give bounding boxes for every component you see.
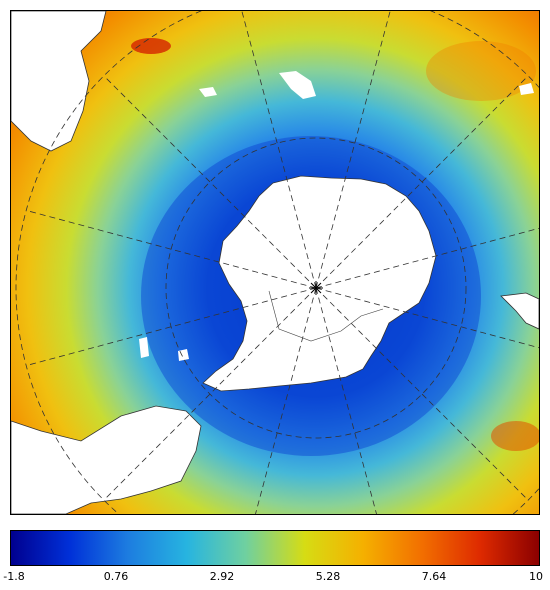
colorbar-tick-label: 5.28 [315,570,341,583]
small-island-4 [519,83,534,95]
meridian-line [315,287,377,514]
meridian-line [315,11,391,289]
new-zealand-landmass [500,292,539,330]
small-island-2 [178,349,189,361]
antarctica-landmass [202,175,437,392]
longitude-lines [26,11,539,514]
warm-patch-northeast [426,41,536,101]
meridian-line [315,287,539,349]
colorbar-tick-label: -1.8 [3,570,25,583]
small-island-3 [139,337,149,358]
colorbar-tick-label: 0.76 [103,570,129,583]
small-island-1 [199,87,217,97]
meridian-line [26,210,317,289]
meridian-line [241,11,317,289]
warm-patch-southeast [491,421,539,451]
latitude-circles [15,11,539,514]
colorbar [10,530,540,566]
colorbar-tick-label: 7.64 [421,570,447,583]
meridian-line [26,287,317,366]
colorbar-tick-label: 10 [529,570,543,583]
colorbar-gradient [11,531,539,565]
south-america-landmass [11,11,107,152]
hotspot-north [131,38,171,54]
meridian-line [255,287,317,514]
colorbar-tick-label: 2.92 [209,570,235,583]
meridian-line [315,227,539,289]
australia-landmass [11,405,202,514]
ice-shelf-outline [268,290,384,342]
polar-map [11,11,539,514]
south-georgia-island [279,71,316,99]
pole-marker [309,281,323,295]
map-panel [10,10,540,515]
